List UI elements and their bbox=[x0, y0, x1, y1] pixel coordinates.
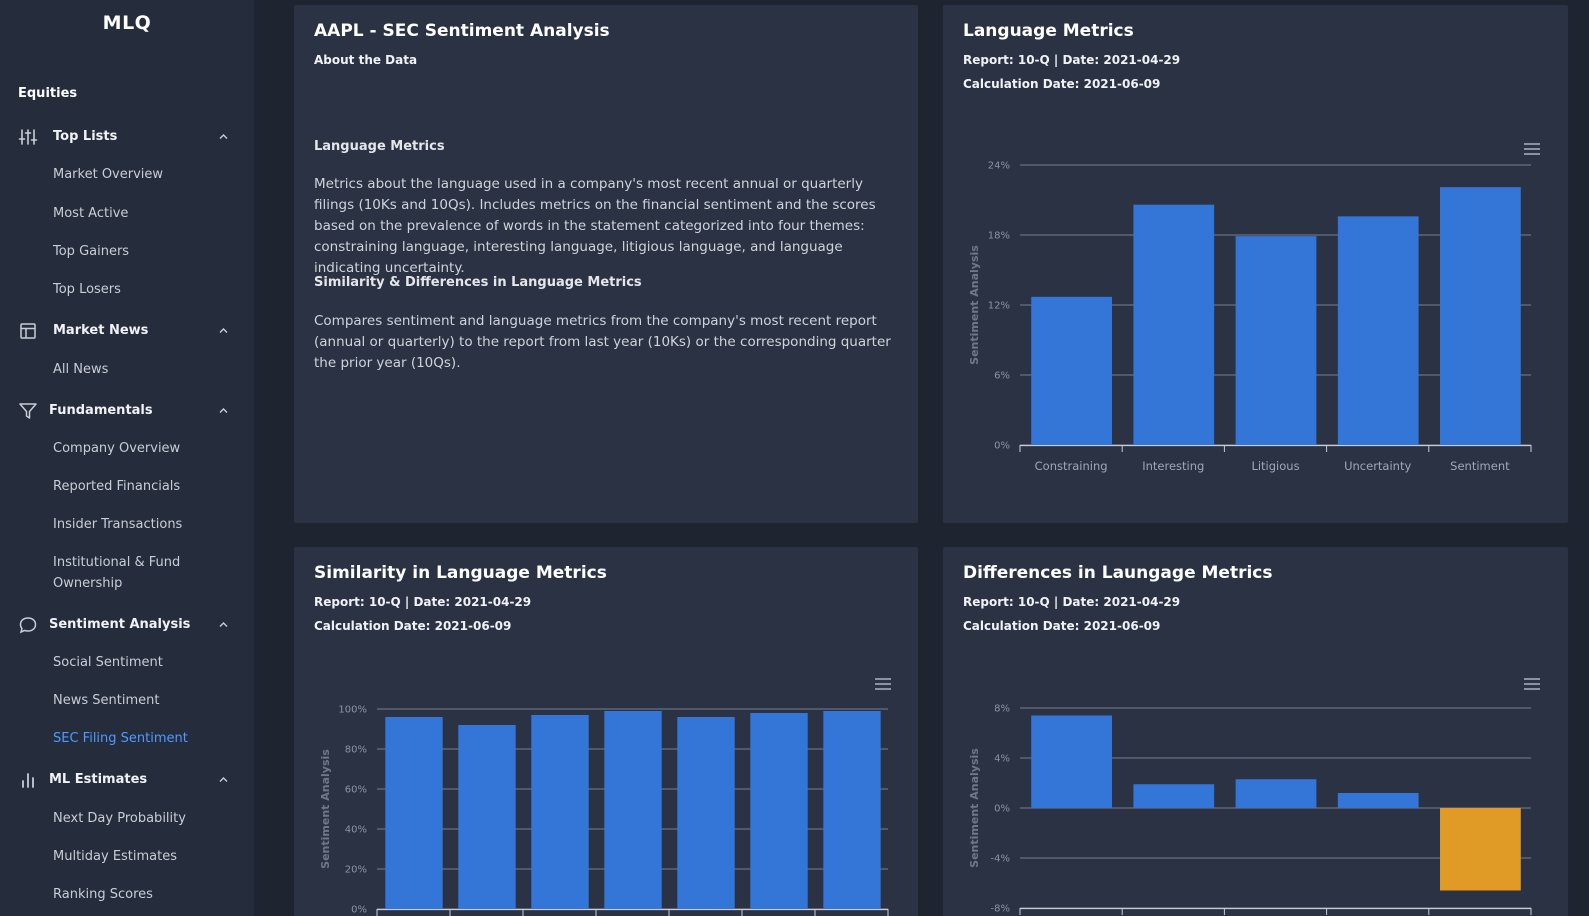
y-tick-label: 20% bbox=[345, 865, 367, 876]
sidebar-group-label: Sentiment Analysis bbox=[49, 617, 190, 632]
sidebar-section-equities: Equities bbox=[18, 86, 77, 101]
filter-icon bbox=[18, 402, 38, 420]
sidebar-item-top-gainers[interactable]: Top Gainers bbox=[53, 241, 129, 262]
y-tick-label: 24% bbox=[988, 161, 1010, 172]
sidebar-item-sec-filing-sentiment[interactable]: SEC Filing Sentiment bbox=[53, 728, 188, 749]
bar bbox=[1440, 808, 1521, 891]
bar bbox=[385, 717, 442, 909]
y-tick-label: 18% bbox=[988, 231, 1010, 242]
about-subtitle: About the Data bbox=[314, 53, 417, 67]
y-axis-title: Sentiment Analysis bbox=[968, 245, 981, 365]
sidebar-group-label: Market News bbox=[53, 323, 148, 338]
y-tick-label: -8% bbox=[991, 904, 1010, 915]
language-metrics-card: Language Metrics Report: 10-Q | Date: 20… bbox=[943, 5, 1568, 523]
bar bbox=[677, 717, 734, 909]
similarity-description: Compares sentiment and language metrics … bbox=[314, 311, 904, 374]
y-tick-label: 80% bbox=[345, 745, 367, 756]
x-tick-label: Sentiment bbox=[1450, 459, 1510, 473]
y-tick-label: 6% bbox=[994, 371, 1010, 382]
bar bbox=[823, 711, 880, 909]
y-tick-label: 0% bbox=[351, 905, 367, 916]
y-tick-label: 0% bbox=[994, 441, 1010, 452]
differences-chart: -8% -4% 0% 4% 8% Sentiment Analysis bbox=[943, 547, 1568, 916]
sidebar-group-market-news[interactable]: Market News bbox=[0, 319, 254, 343]
bar bbox=[1031, 716, 1112, 809]
bar bbox=[1440, 187, 1521, 445]
y-tick-label: 100% bbox=[338, 705, 367, 716]
sidebar-item-most-active[interactable]: Most Active bbox=[53, 203, 128, 224]
sidebar-group-sentiment-analysis[interactable]: Sentiment Analysis bbox=[0, 613, 254, 637]
bar bbox=[1133, 784, 1214, 808]
bar bbox=[531, 715, 588, 909]
sidebar-group-fundamentals[interactable]: Fundamentals bbox=[0, 399, 254, 423]
similarity-heading: Similarity & Differences in Language Met… bbox=[314, 275, 642, 290]
bar bbox=[1338, 793, 1419, 808]
sidebar-group-ml-estimates[interactable]: ML Estimates bbox=[0, 768, 254, 792]
sidebar-item-ranking-scores[interactable]: Ranking Scores bbox=[53, 884, 153, 905]
bar-chart-icon bbox=[18, 771, 38, 789]
newspaper-icon bbox=[18, 322, 38, 340]
y-tick-label: 8% bbox=[994, 704, 1010, 715]
sidebar-item-company-overview[interactable]: Company Overview bbox=[53, 438, 180, 459]
chevron-up-icon[interactable] bbox=[218, 405, 229, 416]
x-tick-label: Litigious bbox=[1251, 459, 1299, 473]
y-axis-title: Sentiment Analysis bbox=[968, 748, 981, 868]
sidebar-item-all-news[interactable]: All News bbox=[53, 359, 108, 380]
sidebar-group-label: Fundamentals bbox=[49, 403, 153, 418]
language-metrics-description: Metrics about the language used in a com… bbox=[314, 174, 904, 279]
sidebar-item-multiday-estimates[interactable]: Multiday Estimates bbox=[53, 846, 177, 867]
sidebar-group-label: Top Lists bbox=[53, 129, 117, 144]
x-tick-label: Constraining bbox=[1035, 459, 1108, 473]
bar bbox=[1236, 779, 1317, 808]
chat-bubble-icon bbox=[18, 616, 38, 634]
sidebar-item-insider-transactions[interactable]: Insider Transactions bbox=[53, 514, 182, 535]
x-tick-label: Uncertainty bbox=[1344, 459, 1411, 473]
y-tick-label: -4% bbox=[991, 854, 1010, 865]
y-tick-label: 12% bbox=[988, 301, 1010, 312]
sidebar-item-market-overview[interactable]: Market Overview bbox=[53, 164, 163, 185]
sidebar-item-next-day-probability[interactable]: Next Day Probability bbox=[53, 808, 186, 829]
language-metrics-chart: 0% 6% 12% 18% 24% Constraining Interesting Liti… bbox=[943, 5, 1568, 523]
y-tick-label: 4% bbox=[994, 754, 1010, 765]
x-tick-label: Interesting bbox=[1142, 459, 1204, 473]
bar bbox=[1133, 205, 1214, 445]
chevron-up-icon[interactable] bbox=[218, 619, 229, 630]
sidebar-group-label: ML Estimates bbox=[49, 772, 147, 787]
chevron-up-icon[interactable] bbox=[218, 131, 229, 142]
sidebar-item-reported-financials[interactable]: Reported Financials bbox=[53, 476, 180, 497]
bar bbox=[1236, 236, 1317, 445]
bar bbox=[604, 711, 661, 909]
chevron-up-icon[interactable] bbox=[218, 774, 229, 785]
sidebar-group-top-lists[interactable]: Top Lists bbox=[0, 125, 254, 149]
bar bbox=[1031, 297, 1112, 445]
sidebar-item-news-sentiment[interactable]: News Sentiment bbox=[53, 690, 159, 711]
similarity-card: Similarity in Language Metrics Report: 1… bbox=[294, 547, 918, 916]
y-tick-label: 40% bbox=[345, 825, 367, 836]
sliders-icon bbox=[18, 128, 38, 146]
y-tick-label: 0% bbox=[994, 804, 1010, 815]
differences-card: Differences in Laungage Metrics Report: … bbox=[943, 547, 1568, 916]
sidebar-item-top-losers[interactable]: Top Losers bbox=[53, 279, 121, 300]
y-tick-label: 60% bbox=[345, 785, 367, 796]
similarity-chart: 0% 20% 40% 60% 80% 100% Sentiment Analysis bbox=[294, 547, 918, 916]
sidebar: MLQ Equities Top Lists Market Overview M… bbox=[0, 0, 254, 916]
chevron-up-icon[interactable] bbox=[218, 325, 229, 336]
about-card: AAPL - SEC Sentiment Analysis About the … bbox=[294, 5, 918, 523]
app-logo[interactable]: MLQ bbox=[0, 12, 254, 34]
bar bbox=[750, 713, 807, 909]
language-metrics-heading: Language Metrics bbox=[314, 139, 445, 154]
sidebar-item-institutional-ownership[interactable]: Institutional & Fund Ownership bbox=[53, 552, 203, 594]
sidebar-item-social-sentiment[interactable]: Social Sentiment bbox=[53, 652, 163, 673]
y-axis-title: Sentiment Analysis bbox=[319, 749, 332, 869]
bar bbox=[458, 725, 515, 909]
bar bbox=[1338, 216, 1419, 445]
about-title: AAPL - SEC Sentiment Analysis bbox=[314, 21, 610, 41]
